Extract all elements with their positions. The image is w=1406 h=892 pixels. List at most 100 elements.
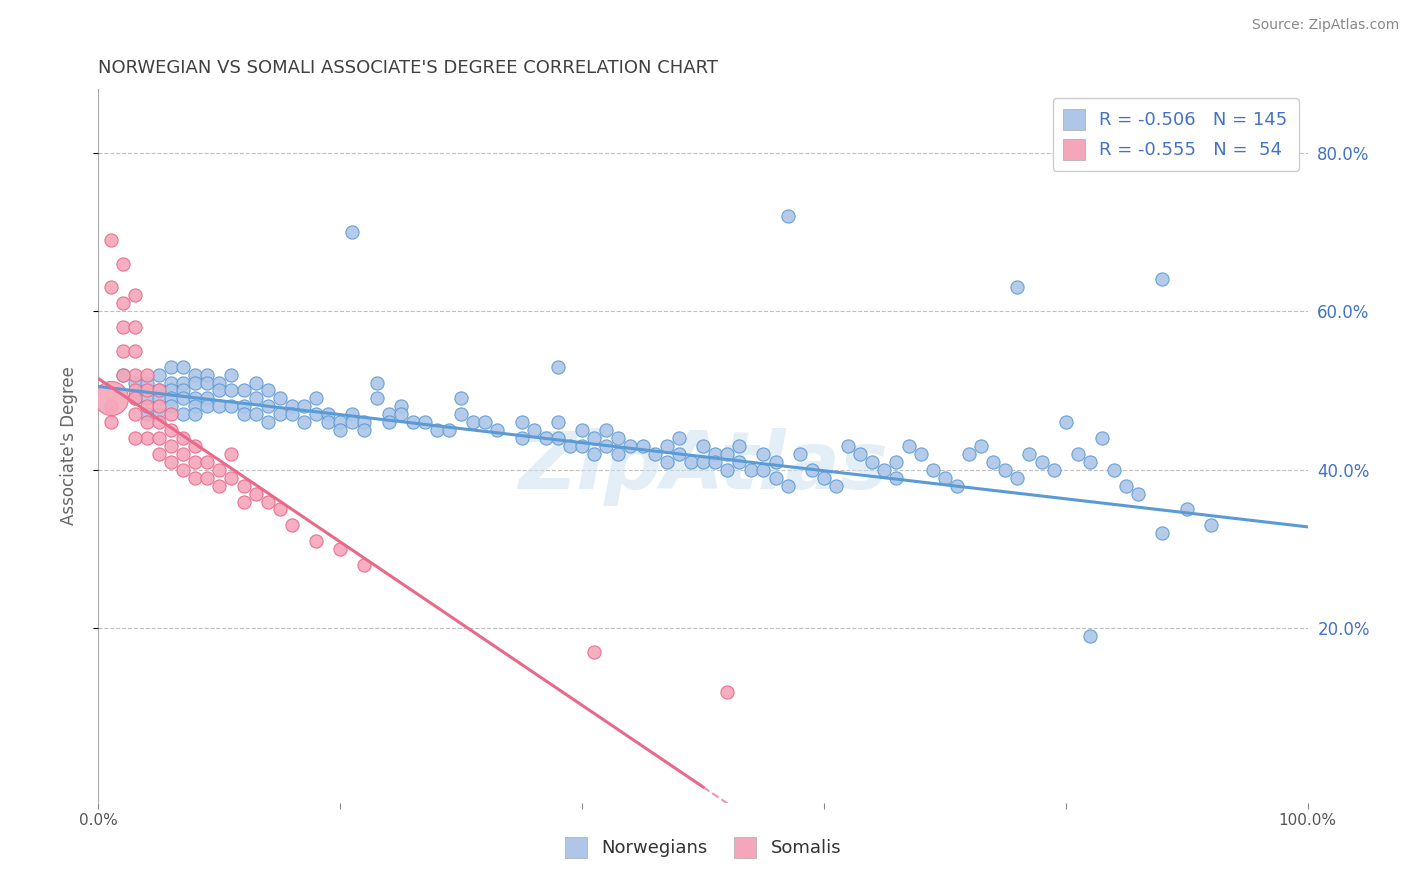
- Point: [413, 415, 436, 429]
- Point: [281, 407, 304, 421]
- Point: [619, 439, 641, 453]
- Point: [124, 288, 146, 302]
- Point: [704, 455, 727, 469]
- Point: [607, 447, 630, 461]
- Point: [595, 439, 617, 453]
- Point: [1054, 415, 1077, 429]
- Y-axis label: Associate's Degree: Associate's Degree: [59, 367, 77, 525]
- Point: [765, 455, 787, 469]
- Point: [305, 392, 328, 406]
- Point: [172, 431, 194, 445]
- Point: [135, 415, 157, 429]
- Point: [148, 407, 170, 421]
- Point: [1128, 486, 1150, 500]
- Point: [172, 384, 194, 398]
- Point: [172, 392, 194, 406]
- Point: [305, 534, 328, 549]
- Point: [124, 407, 146, 421]
- Point: [813, 471, 835, 485]
- Point: [184, 392, 207, 406]
- Point: [994, 463, 1017, 477]
- Point: [148, 368, 170, 382]
- Point: [111, 257, 134, 271]
- Point: [292, 400, 315, 414]
- Point: [100, 392, 122, 406]
- Point: [184, 376, 207, 390]
- Point: [679, 455, 702, 469]
- Point: [437, 423, 460, 437]
- Point: [366, 376, 388, 390]
- Point: [100, 233, 122, 247]
- Point: [342, 225, 364, 239]
- Point: [1007, 471, 1029, 485]
- Point: [245, 376, 267, 390]
- Point: [135, 400, 157, 414]
- Point: [740, 463, 762, 477]
- Point: [245, 392, 267, 406]
- Point: [148, 415, 170, 429]
- Point: [402, 415, 425, 429]
- Point: [800, 463, 823, 477]
- Point: [160, 439, 183, 453]
- Point: [160, 400, 183, 414]
- Point: [208, 376, 231, 390]
- Point: [571, 439, 593, 453]
- Point: [910, 447, 932, 461]
- Point: [583, 447, 606, 461]
- Point: [1199, 518, 1222, 533]
- Point: [184, 400, 207, 414]
- Point: [184, 439, 207, 453]
- Point: [195, 400, 218, 414]
- Point: [571, 423, 593, 437]
- Legend: Norwegians, Somalis: Norwegians, Somalis: [558, 830, 848, 865]
- Point: [1078, 629, 1101, 643]
- Point: [221, 471, 243, 485]
- Point: [789, 447, 811, 461]
- Point: [124, 343, 146, 358]
- Point: [389, 407, 412, 421]
- Point: [886, 471, 908, 485]
- Point: [607, 431, 630, 445]
- Point: [221, 384, 243, 398]
- Point: [184, 471, 207, 485]
- Point: [148, 384, 170, 398]
- Point: [232, 478, 254, 492]
- Point: [135, 368, 157, 382]
- Point: [583, 431, 606, 445]
- Point: [208, 463, 231, 477]
- Point: [172, 447, 194, 461]
- Point: [100, 415, 122, 429]
- Point: [873, 463, 896, 477]
- Point: [704, 447, 727, 461]
- Point: [111, 343, 134, 358]
- Point: [160, 384, 183, 398]
- Point: [342, 407, 364, 421]
- Point: [221, 447, 243, 461]
- Point: [281, 400, 304, 414]
- Point: [124, 368, 146, 382]
- Point: [269, 392, 291, 406]
- Point: [329, 423, 352, 437]
- Point: [232, 400, 254, 414]
- Point: [957, 447, 980, 461]
- Point: [256, 400, 278, 414]
- Point: [172, 463, 194, 477]
- Point: [172, 407, 194, 421]
- Point: [450, 392, 472, 406]
- Point: [184, 407, 207, 421]
- Point: [353, 558, 375, 572]
- Point: [644, 447, 666, 461]
- Point: [1067, 447, 1090, 461]
- Point: [970, 439, 993, 453]
- Point: [292, 415, 315, 429]
- Point: [426, 423, 449, 437]
- Point: [316, 407, 339, 421]
- Point: [776, 209, 799, 223]
- Point: [135, 392, 157, 406]
- Point: [716, 463, 738, 477]
- Point: [148, 431, 170, 445]
- Point: [1152, 272, 1174, 286]
- Point: [353, 415, 375, 429]
- Point: [655, 455, 678, 469]
- Point: [124, 431, 146, 445]
